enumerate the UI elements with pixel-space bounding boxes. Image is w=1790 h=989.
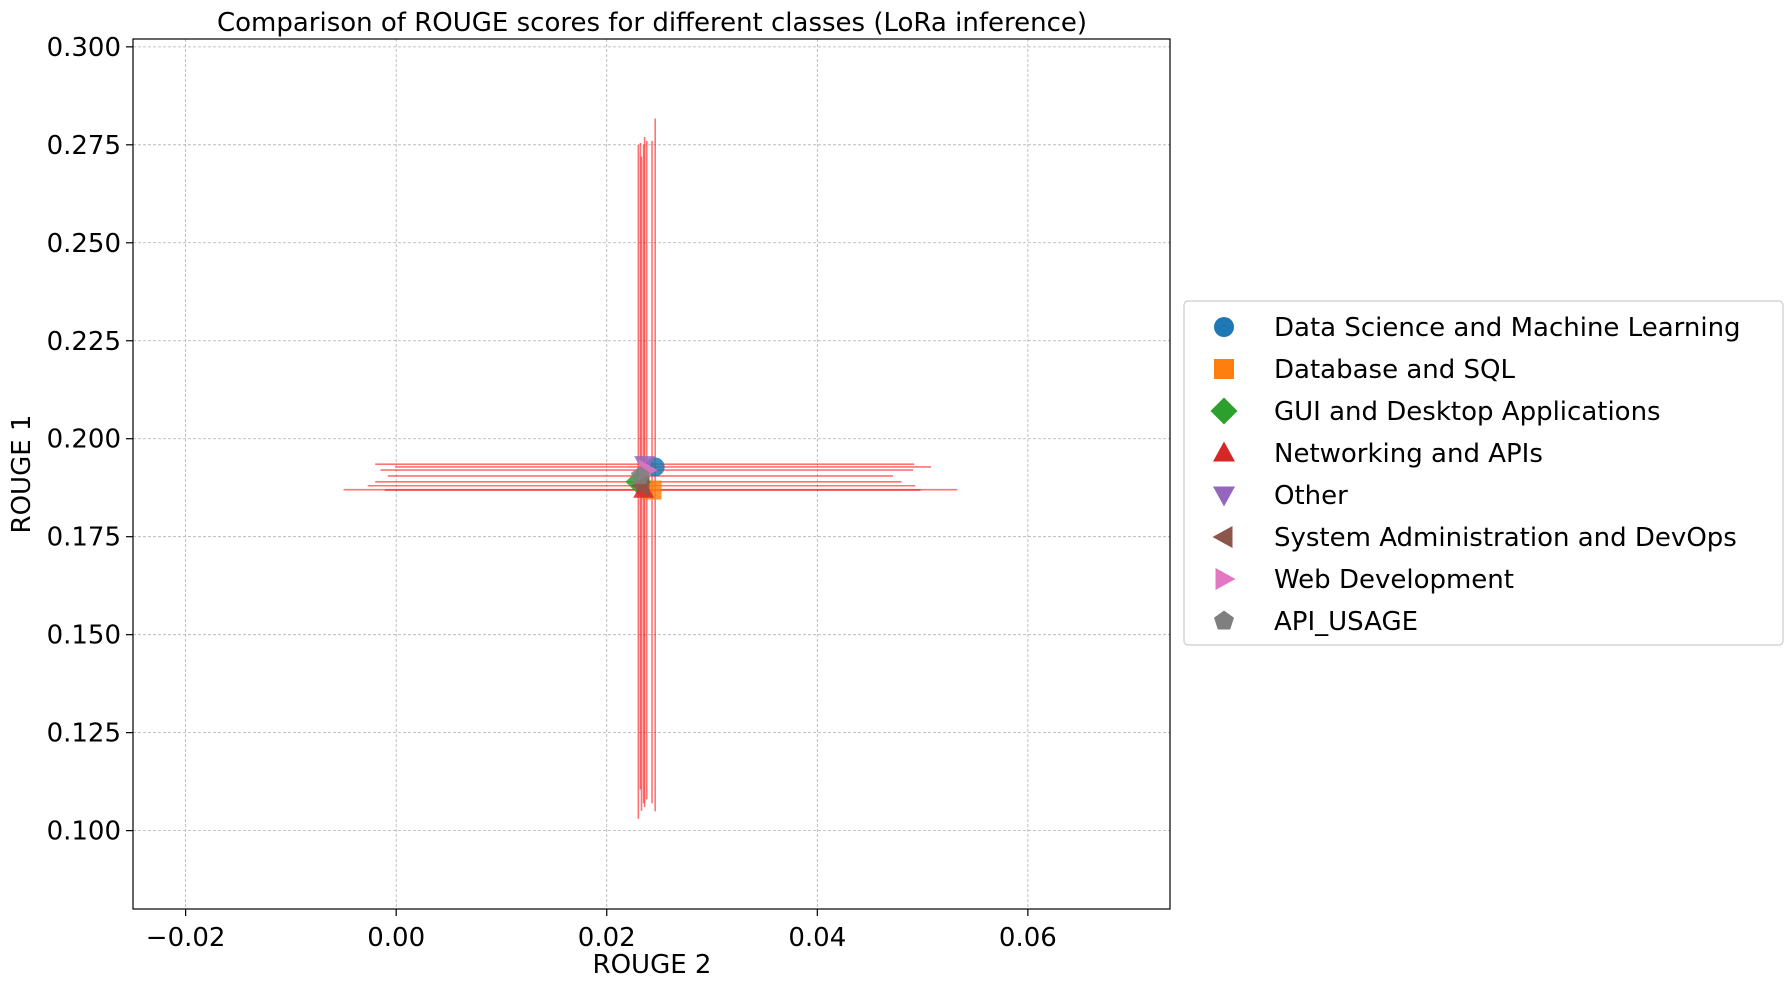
marker-layer — [625, 456, 665, 500]
x-tick-label: 0.00 — [367, 923, 425, 953]
x-tick-label: 0.04 — [788, 923, 846, 953]
legend-label-gui-and-desktop-applications: GUI and Desktop Applications — [1274, 397, 1661, 427]
legend-label-networking-and-apis: Networking and APIs — [1274, 439, 1543, 469]
y-tick-label: 0.225 — [47, 327, 121, 357]
legend-label-data-science-and-machine-learning: Data Science and Machine Learning — [1274, 313, 1741, 343]
chart-title: Comparison of ROUGE scores for different… — [217, 8, 1087, 38]
legend-frame — [1183, 300, 1784, 646]
x-tick-label: 0.02 — [578, 923, 636, 953]
y-tick-label: 0.200 — [47, 425, 121, 455]
legend-marker-gui-and-desktop-applications — [1210, 397, 1238, 425]
legend-label-system-administration-and-devops: System Administration and DevOps — [1274, 523, 1737, 553]
legend-label-database-and-sql: Database and SQL — [1274, 355, 1515, 385]
y-tick-label: 0.300 — [47, 33, 121, 63]
legend-marker-other — [1213, 486, 1235, 507]
legend-marker-database-and-sql — [1214, 359, 1234, 379]
legend-marker-system-administration-and-devops — [1212, 526, 1233, 548]
y-axis-label: ROUGE 1 — [7, 415, 37, 534]
legend-items: Data Science and Machine Learning Databas… — [1210, 313, 1741, 637]
legend-label-web-development: Web Development — [1274, 565, 1514, 595]
y-tick-label: 0.175 — [47, 523, 121, 553]
x-axis-label: ROUGE 2 — [593, 950, 712, 980]
y-tick-label: 0.100 — [47, 817, 121, 847]
y-tick-label: 0.125 — [47, 719, 121, 749]
y-tick-label: 0.250 — [47, 229, 121, 259]
legend-label-other: Other — [1274, 481, 1348, 511]
y-tick-label: 0.150 — [47, 621, 121, 651]
plot-frame — [132, 38, 1171, 910]
legend-marker-data-science-and-machine-learning — [1214, 317, 1234, 337]
point-api-usage — [630, 465, 650, 485]
y-tick-label: 0.275 — [47, 131, 121, 161]
x-tick-label: 0.06 — [999, 923, 1057, 953]
legend-marker-api-usage — [1214, 610, 1234, 630]
legend-marker-networking-and-apis — [1213, 441, 1235, 462]
tick-layer: −0.02 0.00 0.02 0.04 0.06 0.100 0.125 0.150 0.17… — [47, 33, 1057, 953]
grid-layer — [133, 39, 1170, 909]
x-tick-label: −0.02 — [146, 923, 226, 953]
legend-label-api-usage: API_USAGE — [1274, 607, 1418, 637]
legend-marker-web-development — [1215, 568, 1236, 590]
legend: Data Science and Machine Learning Databas… — [1183, 300, 1784, 646]
